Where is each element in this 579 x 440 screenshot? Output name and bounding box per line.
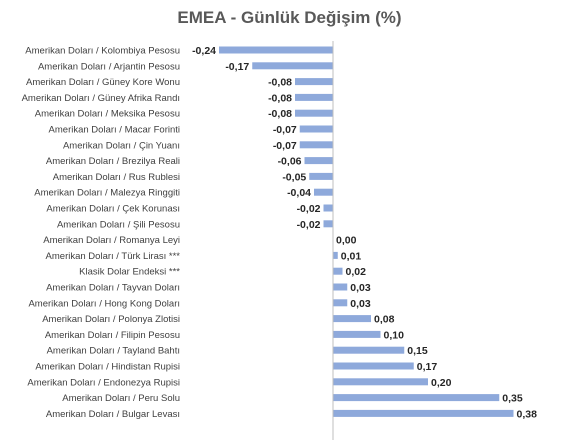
category-label: Amerikan Doları / Brezilya Reali — [46, 156, 180, 167]
category-label: Amerikan Doları / Çek Korunası — [46, 204, 180, 215]
value-label: 0,02 — [346, 266, 367, 278]
value-label: 0,15 — [407, 345, 428, 357]
category-label: Amerikan Doları / Hong Kong Doları — [28, 298, 180, 309]
value-label: -0,07 — [273, 124, 297, 136]
value-label: 0,01 — [341, 250, 362, 262]
category-label: Amerikan Doları / Güney Kore Wonu — [26, 77, 180, 88]
bar — [323, 204, 333, 212]
value-label: 0,35 — [502, 393, 523, 405]
value-label: -0,04 — [287, 187, 311, 199]
category-label: Amerikan Doları / Arjantin Pesosu — [38, 61, 180, 72]
category-labels-group: Amerikan Doları / Kolombiya Pesosu Amerik… — [22, 46, 181, 420]
category-label: Amerikan Doları / Malezya Ringgiti — [34, 188, 180, 199]
category-label: Amerikan Doları / Hindistan Rupisi — [35, 362, 180, 373]
value-label: 0,17 — [417, 361, 438, 373]
bar — [295, 93, 333, 101]
bar — [299, 125, 333, 133]
category-label: Amerikan Doları / Tayvan Doları — [46, 283, 180, 294]
value-label: -0,08 — [268, 92, 292, 104]
value-label: -0,17 — [225, 61, 249, 73]
category-label: Amerikan Doları / Kolombiya Pesosu — [25, 46, 180, 57]
value-label: -0,06 — [278, 156, 302, 168]
category-label: Amerikan Doları / Çin Yuanı — [63, 140, 180, 151]
bars-group — [219, 46, 514, 417]
value-label: -0,02 — [297, 203, 321, 215]
value-label: -0,05 — [282, 171, 306, 183]
value-label: -0,24 — [192, 45, 216, 57]
category-label: Amerikan Doları / Romanya Leyi — [43, 235, 180, 246]
value-label: -0,07 — [273, 140, 297, 152]
value-label: 0,00 — [336, 235, 357, 247]
value-label: 0,08 — [374, 314, 395, 326]
category-label: Amerikan Doları / Bulgar Levası — [46, 409, 180, 420]
bar — [295, 78, 333, 86]
category-label: Amerikan Doları / Filipin Pesosu — [45, 330, 180, 341]
bar — [333, 409, 514, 417]
category-label: Klasik Dolar Endeksi *** — [79, 267, 180, 278]
value-label: 0,10 — [384, 329, 405, 341]
bar — [333, 267, 343, 275]
chart-title: EMEA - Günlük Değişim (%) — [177, 8, 402, 27]
bar — [333, 346, 405, 354]
bar — [219, 46, 333, 54]
bar — [333, 251, 338, 259]
bar — [333, 378, 428, 386]
value-label: -0,08 — [268, 108, 292, 120]
value-label: 0,38 — [517, 408, 538, 420]
category-label: Amerikan Doları / Polonya Zlotisi — [42, 314, 180, 325]
value-label: 0,03 — [350, 298, 371, 310]
bar — [252, 62, 333, 70]
category-label: Amerikan Doları / Rus Rublesi — [53, 172, 180, 183]
bar — [333, 315, 371, 323]
bar — [314, 188, 333, 196]
category-label: Amerikan Doları / Şili Pesosu — [57, 219, 180, 230]
category-label: Amerikan Doları / Peru Solu — [62, 393, 180, 404]
bar — [323, 220, 333, 228]
category-label: Amerikan Doları / Macar Forinti — [49, 125, 180, 136]
category-label: Amerikan Doları / Güney Afrika Randı — [22, 93, 180, 104]
bar — [333, 330, 381, 338]
category-label: Amerikan Doları / Türk Lirası *** — [46, 251, 181, 262]
value-labels-group: -0,24 -0,17 -0,08 -0,08 -0,08 -0,07 -0,07 -0,06… — [192, 45, 537, 420]
bar — [333, 299, 348, 307]
category-label: Amerikan Doları / Meksika Pesosu — [35, 109, 180, 120]
value-label: -0,02 — [297, 219, 321, 231]
bar — [309, 172, 333, 180]
bar — [299, 141, 333, 149]
bar — [304, 157, 333, 165]
bar — [295, 109, 333, 117]
category-label: Amerikan Doları / Endonezya Rupisi — [27, 377, 180, 388]
value-label: 0,20 — [431, 377, 452, 389]
value-label: 0,03 — [350, 282, 371, 294]
bar — [333, 283, 348, 291]
bar — [333, 394, 500, 402]
bar — [333, 362, 414, 370]
category-label: Amerikan Doları / Tayland Bahtı — [47, 346, 180, 357]
value-label: -0,08 — [268, 77, 292, 89]
